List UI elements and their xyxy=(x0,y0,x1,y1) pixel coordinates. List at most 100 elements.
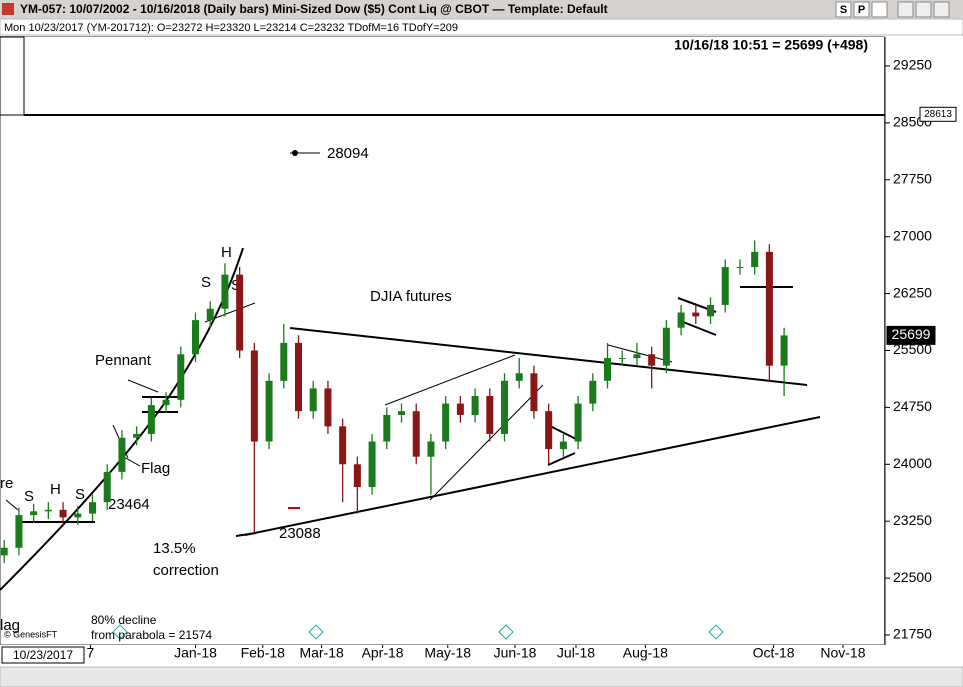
x-tick-label: Apr-18 xyxy=(362,645,404,661)
candle-body xyxy=(147,405,155,434)
title-bar xyxy=(0,0,963,19)
candle-body xyxy=(250,350,258,442)
print-button[interactable] xyxy=(871,1,888,18)
annotation: lag xyxy=(0,617,20,634)
event-icon[interactable] xyxy=(112,624,128,640)
price-label-box xyxy=(919,106,957,122)
candle-body xyxy=(648,354,656,366)
y-tick-label: 25500 xyxy=(893,341,932,357)
x-tick-label: Oct-18 xyxy=(753,645,795,661)
candle-body xyxy=(15,515,23,548)
candle-body xyxy=(751,251,759,268)
y-tick-label: 29250 xyxy=(893,57,932,73)
candle-body xyxy=(280,342,288,381)
maximize-button[interactable] xyxy=(915,1,932,18)
app-icon xyxy=(2,3,14,15)
minimize-button[interactable] xyxy=(897,1,914,18)
x-tick-label: 7 xyxy=(86,645,94,661)
button[interactable] xyxy=(835,1,852,18)
price-label: 25699 xyxy=(892,326,931,342)
candle-body xyxy=(456,403,464,415)
candle-body xyxy=(707,304,715,317)
scrollbar[interactable] xyxy=(0,666,963,687)
candle-body xyxy=(677,312,685,328)
candle-body xyxy=(339,426,347,465)
date-box xyxy=(1,646,85,664)
candle-body xyxy=(559,441,567,450)
annotation: S xyxy=(75,486,85,503)
info-bar xyxy=(0,18,963,36)
arrow xyxy=(235,532,257,537)
channel-line xyxy=(429,384,544,501)
candle-body xyxy=(133,433,141,438)
annotation: Flag xyxy=(141,460,170,477)
annotation: 23088 xyxy=(279,525,321,542)
annotation: H xyxy=(50,481,61,498)
candle-body xyxy=(206,308,214,321)
candle-body xyxy=(368,441,376,488)
candle-body xyxy=(545,411,553,450)
close-button[interactable] xyxy=(933,1,950,18)
annotation: S xyxy=(24,488,34,505)
x-axis-strip xyxy=(0,645,963,667)
candle-body xyxy=(442,403,450,442)
button-label[interactable]: S xyxy=(840,4,847,16)
x-tick-label: Aug-18 xyxy=(623,645,668,661)
event-icon[interactable] xyxy=(708,624,724,640)
candle-body xyxy=(118,437,126,472)
candle-body xyxy=(74,513,82,518)
candle-body xyxy=(236,274,244,351)
x-tick-label: Feb-18 xyxy=(241,645,286,661)
legend-box xyxy=(0,36,25,116)
triangle-top xyxy=(289,327,808,386)
y-tick-label: 24000 xyxy=(893,455,932,471)
candle-body xyxy=(324,388,332,427)
candle-body xyxy=(162,399,170,406)
candle-body xyxy=(30,511,38,516)
annotation: S xyxy=(201,274,211,291)
candle-body xyxy=(780,335,788,366)
candle-body xyxy=(295,342,303,412)
annotation: H xyxy=(221,244,232,261)
annotation: re xyxy=(0,475,13,492)
candle-body xyxy=(530,373,538,412)
annotation: S xyxy=(231,277,241,294)
annotation: correction xyxy=(153,562,219,579)
candle-body xyxy=(44,509,52,512)
flag-line xyxy=(547,424,579,441)
event-icon[interactable] xyxy=(308,624,324,640)
copyright: © GenesisFT xyxy=(4,629,58,639)
candle-body xyxy=(692,312,700,317)
annotation: DJIA futures xyxy=(370,288,452,305)
candle-body xyxy=(662,327,670,366)
candle-body xyxy=(633,354,641,359)
candle-body xyxy=(412,411,420,457)
cursor-date: 10/23/2017 xyxy=(13,648,73,662)
event-icons xyxy=(112,624,724,640)
button[interactable] xyxy=(853,1,870,18)
x-tick-label: Mar-18 xyxy=(299,645,344,661)
x-tick-label: Jun-18 xyxy=(494,645,537,661)
button-label[interactable]: P xyxy=(858,4,865,16)
candle-body xyxy=(0,547,8,556)
y-tick-label: 27000 xyxy=(893,227,932,243)
y-tick-label: 22500 xyxy=(893,569,932,585)
candle-body xyxy=(398,411,406,415)
event-icon[interactable] xyxy=(498,624,514,640)
arrow xyxy=(127,379,159,393)
candle-body xyxy=(589,380,597,404)
marker-dot xyxy=(292,150,298,156)
channel-line xyxy=(384,354,516,406)
candle-body xyxy=(574,403,582,442)
candle-body xyxy=(309,388,317,412)
y-tick-label: 26250 xyxy=(893,284,932,300)
candle-body xyxy=(265,380,273,442)
flag-line xyxy=(547,452,576,466)
candle-body xyxy=(721,267,729,305)
annotation: from parabola = 21574 xyxy=(91,628,212,642)
candle-body xyxy=(221,274,229,309)
x-tick-label: May-18 xyxy=(424,645,471,661)
y-tick-label: 27750 xyxy=(893,170,932,186)
candle-body xyxy=(59,509,67,518)
